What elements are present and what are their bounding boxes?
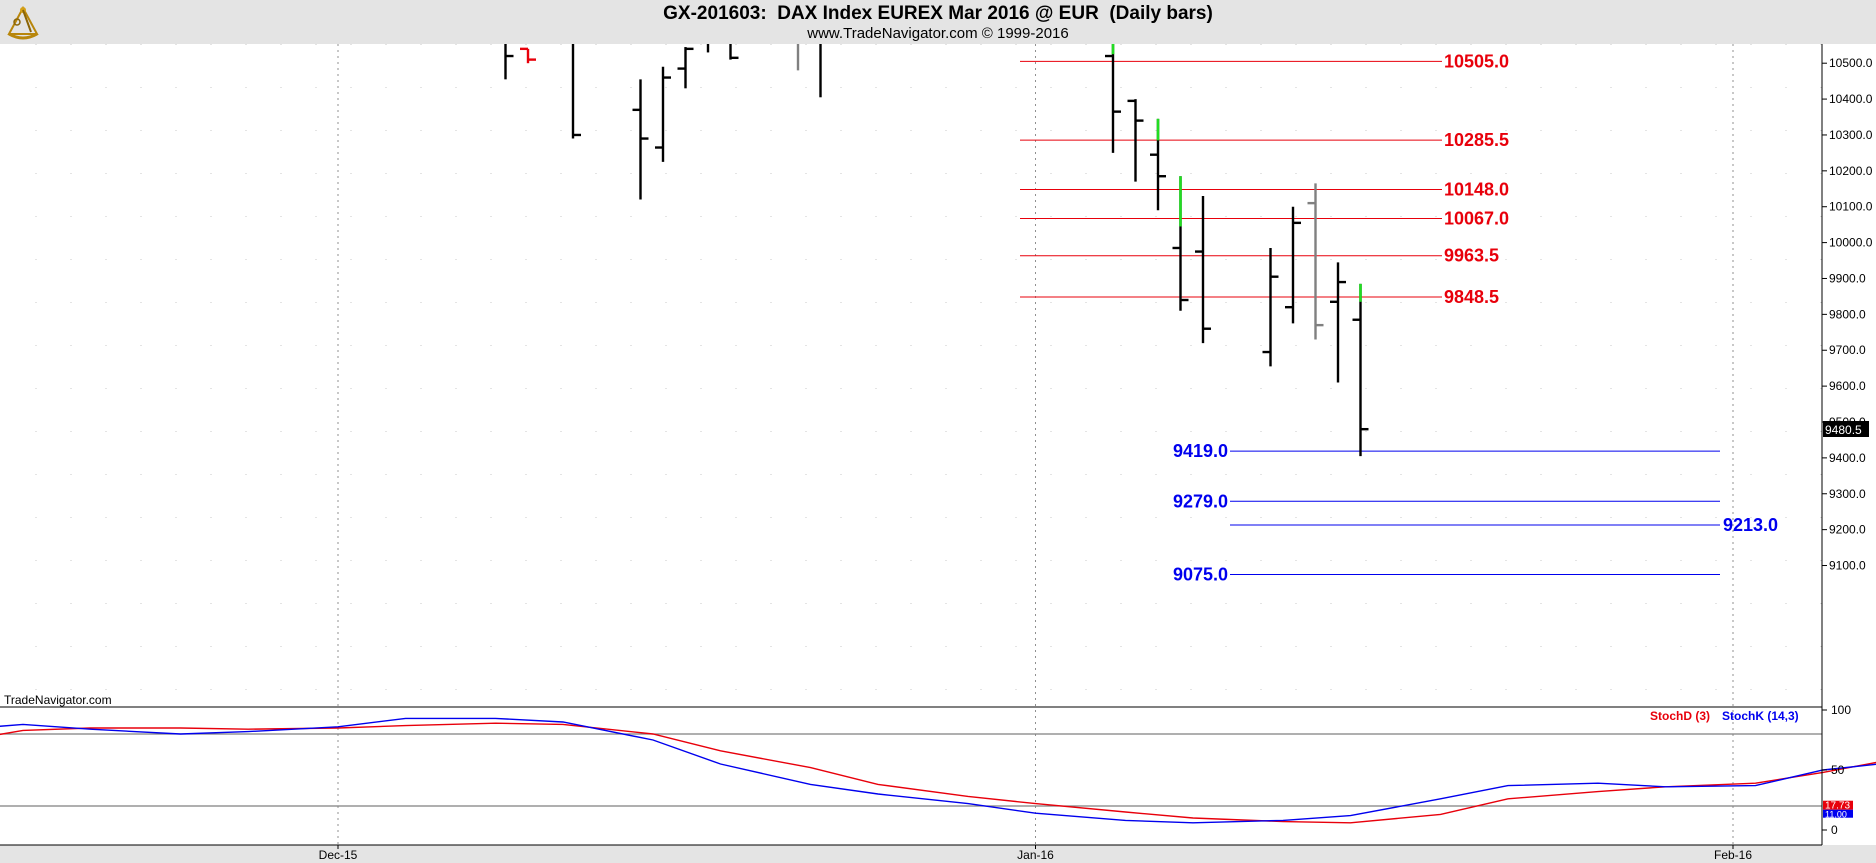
y-tick-label-9900.0: 9900.0 (1829, 271, 1866, 285)
stochd-value: 17.73 (1825, 801, 1850, 812)
stochk-value: 11.00 (1825, 810, 1847, 820)
level-label-9075.0: 9075.0 (1173, 564, 1228, 584)
stoch-tick-label-100: 100 (1831, 703, 1851, 717)
y-tick-label-9100.0: 9100.0 (1829, 559, 1866, 573)
stochastic-panel: StochD (3) StochK (14,3) (0, 706, 1876, 824)
x-axis-band (0, 845, 1876, 863)
y-tick-label-9200.0: 9200.0 (1829, 523, 1866, 537)
stochd-value-box (1823, 800, 1853, 810)
sextant-icon (7, 5, 39, 40)
legend-stochd: StochD (3) (1650, 709, 1710, 723)
y-tick-label-10100.0: 10100.0 (1829, 200, 1873, 214)
price-bars (504, 44, 1369, 457)
y-tick-label-10500.0: 10500.0 (1829, 56, 1873, 70)
level-label-9848.5: 9848.5 (1444, 287, 1499, 307)
level-label-10148.0: 10148.0 (1444, 179, 1509, 199)
date-divider-lines (337, 44, 1734, 845)
y-tick-label-9400.0: 9400.0 (1829, 451, 1866, 465)
last-price-label: 9480.5 (1825, 423, 1862, 437)
stoch-tick-label-50: 50 (1831, 763, 1845, 777)
grid (35, 44, 1822, 707)
level-label-10505.0: 10505.0 (1444, 51, 1509, 71)
y-tick-label-9700.0: 9700.0 (1829, 343, 1866, 357)
chart-title: GX-201603: DAX Index EUREX Mar 2016 @ EU… (663, 3, 1213, 24)
chart-subtitle: www.TradeNavigator.com © 1999-2016 (807, 25, 1069, 42)
y-tick-label-10000.0: 10000.0 (1829, 236, 1873, 250)
price-levels: 10505.0 10285.5 10148.0 10067.0 9963.5 9848.5… (1020, 51, 1778, 584)
x-tick-label-1: Jan-16 (1017, 848, 1054, 862)
x-tick-label-0: Dec-15 (319, 848, 358, 862)
x-tick-label-2: Feb-16 (1714, 848, 1752, 862)
stochk-value-box (1823, 809, 1853, 818)
watermark: TradeNavigator.com (4, 693, 112, 707)
y-tick-label-10200.0: 10200.0 (1829, 164, 1873, 178)
chart-header: GX-201603: DAX Index EUREX Mar 2016 @ EU… (0, 0, 1876, 44)
level-label-10067.0: 10067.0 (1444, 209, 1509, 229)
level-label-9279.0: 9279.0 (1173, 491, 1228, 511)
series-StochD (3) (0, 722, 1876, 824)
y-tick-label-9800.0: 9800.0 (1829, 307, 1866, 321)
last-price-box (1823, 420, 1869, 437)
y-tick-label-10300.0: 10300.0 (1829, 128, 1873, 142)
y-tick-label-9600.0: 9600.0 (1829, 379, 1866, 393)
series-StochK (14,3) (0, 717, 1876, 824)
level-label-9213.0: 9213.0 (1723, 515, 1778, 535)
level-label-9963.5: 9963.5 (1444, 246, 1499, 266)
stoch-tick-label-0: 0 (1831, 823, 1838, 837)
level-label-10285.5: 10285.5 (1444, 130, 1509, 150)
y-tick-label-10400.0: 10400.0 (1829, 92, 1873, 106)
y-tick-label-9300.0: 9300.0 (1829, 487, 1866, 501)
level-label-9419.0: 9419.0 (1173, 441, 1228, 461)
legend-stochk: StochK (14,3) (1722, 709, 1799, 723)
axes: 9100.09200.09300.09400.09500.09600.09700… (0, 44, 1876, 863)
